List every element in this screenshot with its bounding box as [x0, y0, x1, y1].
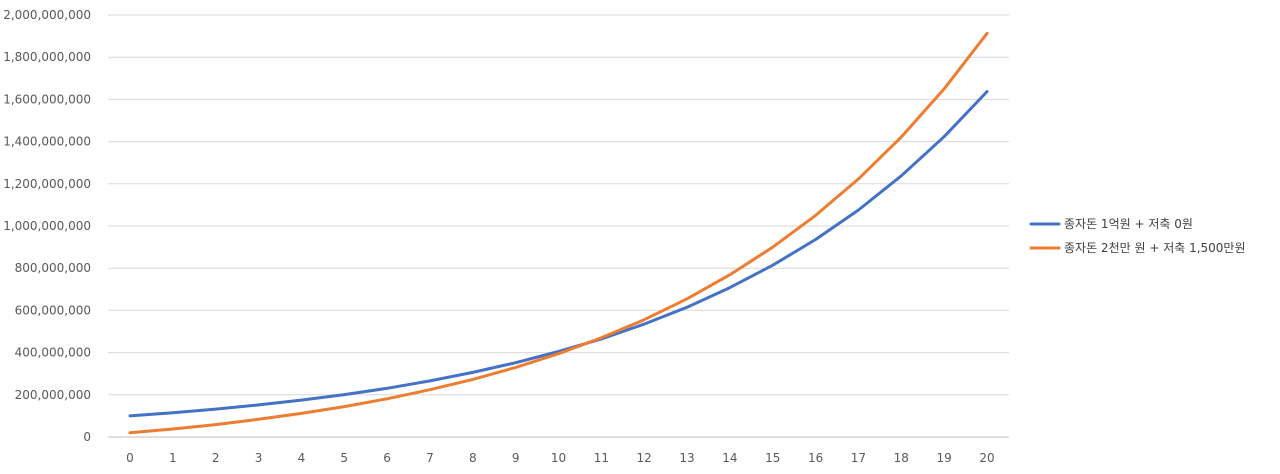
y-tick-label: 1,400,000,000 — [3, 135, 91, 149]
x-tick-label: 9 — [512, 451, 520, 465]
x-tick-label: 2 — [212, 451, 220, 465]
series-lines — [128, 31, 989, 435]
y-tick-label: 1,800,000,000 — [3, 50, 91, 64]
x-tick-label: 17 — [851, 451, 866, 465]
x-tick-label: 0 — [126, 451, 134, 465]
y-tick-label: 200,000,000 — [15, 388, 91, 402]
x-tick-label: 5 — [340, 451, 348, 465]
x-tick-label: 15 — [765, 451, 780, 465]
x-tick-label: 12 — [637, 451, 652, 465]
series-line-2 — [128, 31, 989, 435]
y-tick-label: 1,600,000,000 — [3, 92, 91, 106]
y-tick-label: 400,000,000 — [15, 346, 91, 360]
x-tick-label: 16 — [808, 451, 823, 465]
x-tick-label: 4 — [298, 451, 306, 465]
y-tick-label: 2,000,000,000 — [3, 8, 91, 22]
x-tick-label: 8 — [469, 451, 477, 465]
x-tick-label: 10 — [551, 451, 566, 465]
x-tick-label: 3 — [255, 451, 263, 465]
y-tick-label: 0 — [83, 430, 91, 444]
x-tick-label: 20 — [979, 451, 994, 465]
y-tick-label: 800,000,000 — [15, 261, 91, 275]
y-tick-label: 1,000,000,000 — [3, 219, 91, 233]
x-tick-label: 13 — [679, 451, 694, 465]
legend-label-1: 종자돈 1억원 + 저축 0원 — [1064, 217, 1193, 231]
x-tick-label: 19 — [937, 451, 952, 465]
legend-label-2: 종자돈 2천만 원 + 저축 1,500만원 — [1064, 240, 1246, 255]
x-tick-label: 7 — [426, 451, 434, 465]
gridlines — [108, 14, 1009, 396]
series-line-1 — [128, 90, 989, 418]
x-tick-label: 11 — [594, 451, 609, 465]
axes: 0 200,000,000 400,000,000 600,000,000 800,00… — [3, 8, 1009, 465]
y-tick-label: 1,200,000,000 — [3, 177, 91, 191]
x-tick-label: 14 — [722, 451, 737, 465]
x-tick-label: 18 — [894, 451, 909, 465]
x-tick-label: 6 — [383, 451, 391, 465]
y-tick-label: 600,000,000 — [15, 303, 91, 317]
x-tick-label: 1 — [169, 451, 177, 465]
